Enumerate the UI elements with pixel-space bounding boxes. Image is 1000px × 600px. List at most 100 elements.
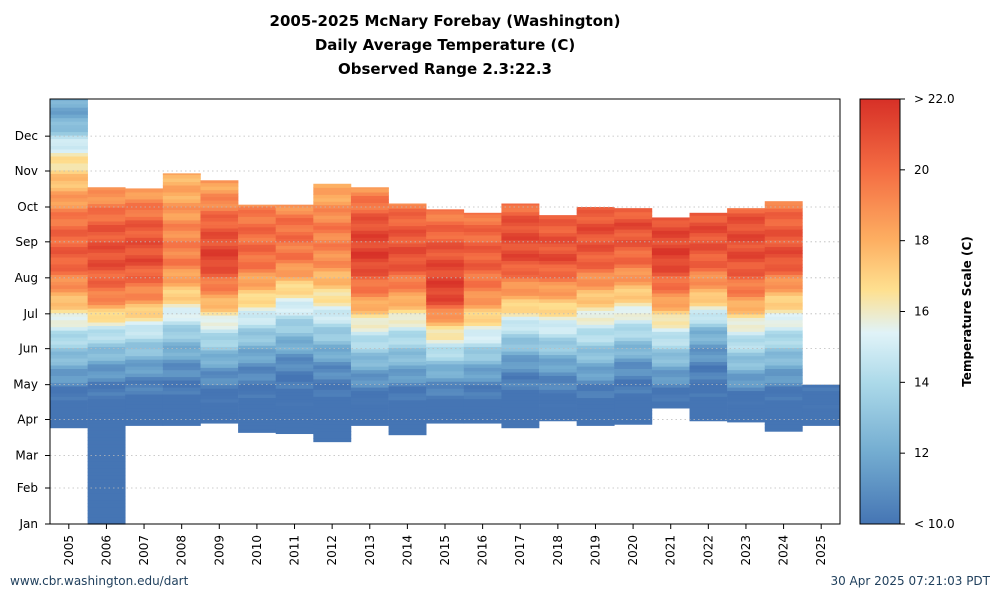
heat-cell — [539, 382, 577, 387]
heat-cell — [350, 310, 389, 315]
heat-cell — [313, 354, 352, 359]
heatmap-cells — [50, 99, 841, 525]
heat-cell — [651, 233, 690, 238]
year-column-2009 — [200, 180, 239, 424]
heat-cell — [463, 276, 502, 281]
heat-cell — [87, 332, 126, 337]
heat-cell — [651, 258, 690, 263]
heat-cell — [275, 311, 314, 316]
heat-cell — [651, 320, 690, 325]
heat-cell — [727, 393, 766, 399]
heat-cell — [87, 234, 126, 239]
heat-cell — [463, 349, 502, 354]
heat-cell — [651, 217, 690, 221]
heat-cell — [238, 223, 277, 228]
heat-cell — [50, 148, 88, 154]
heat-cell — [614, 396, 653, 401]
heat-cell — [350, 345, 389, 350]
heat-cell — [614, 242, 653, 248]
heat-cell — [162, 282, 201, 287]
heat-cell — [200, 308, 239, 313]
heat-cell — [539, 350, 577, 356]
heat-cell — [501, 410, 540, 415]
heat-cell — [87, 321, 126, 327]
heat-cell — [388, 281, 427, 286]
heat-cell — [689, 319, 728, 324]
heat-cell — [689, 225, 728, 230]
heat-cell — [539, 316, 577, 321]
heat-cell — [313, 427, 352, 432]
heat-cell — [764, 218, 803, 223]
heat-cell — [350, 187, 389, 190]
heat-cell — [238, 209, 277, 214]
heat-cell — [50, 295, 88, 300]
heat-cell — [388, 277, 427, 282]
heat-cell — [125, 289, 164, 294]
heat-cell — [87, 412, 126, 417]
heat-cell — [501, 357, 540, 363]
heat-cell — [350, 373, 389, 378]
heat-cell — [651, 237, 690, 242]
heat-cell — [689, 246, 728, 251]
heat-cell — [727, 341, 766, 346]
heat-cell — [576, 292, 615, 298]
heat-cell — [200, 206, 239, 212]
x-tick-label: 2015 — [438, 535, 452, 566]
heat-cell — [501, 368, 540, 373]
heat-cell — [576, 233, 615, 238]
heat-cell — [313, 389, 352, 394]
heat-cell — [651, 265, 690, 270]
heat-cell — [576, 251, 615, 256]
heat-cell — [87, 409, 126, 414]
heat-cell — [576, 272, 615, 277]
heat-cell — [651, 404, 690, 409]
heat-cell — [727, 282, 766, 287]
heat-cell — [50, 218, 88, 223]
heat-cell — [689, 410, 728, 415]
heat-cell — [313, 236, 352, 241]
heat-cell — [463, 217, 502, 222]
heat-cell — [388, 305, 427, 310]
heat-cell — [50, 159, 88, 164]
heat-cell — [501, 333, 540, 338]
heat-cell — [501, 424, 540, 429]
heat-cell — [426, 384, 465, 389]
heat-cell — [539, 357, 577, 363]
heat-cell — [689, 364, 728, 369]
heat-cell — [87, 280, 126, 285]
heat-cell — [614, 354, 653, 359]
heat-cell — [350, 237, 389, 242]
heat-cell — [539, 354, 577, 359]
heat-cell — [50, 124, 88, 129]
heat-cell — [125, 317, 164, 322]
heat-cell — [275, 356, 314, 361]
heat-cell — [350, 272, 389, 277]
heat-cell — [87, 454, 126, 459]
heat-cell — [162, 400, 201, 405]
heat-cell — [539, 309, 577, 314]
heat-cell — [651, 345, 690, 350]
heat-cell — [764, 225, 803, 230]
heat-cell — [162, 292, 201, 298]
heat-cell — [426, 381, 465, 386]
heat-cell — [87, 255, 126, 260]
heat-cell — [539, 215, 577, 220]
heat-cell — [50, 406, 88, 411]
heat-cell — [238, 345, 277, 350]
heat-cell — [50, 176, 88, 181]
heat-cell — [764, 312, 803, 317]
heat-cell — [87, 328, 126, 334]
year-column-2025 — [802, 384, 841, 426]
heat-cell — [50, 211, 88, 216]
heat-cell — [539, 302, 577, 307]
heat-cell — [426, 332, 465, 337]
heat-cell — [350, 390, 389, 395]
heat-cell — [539, 291, 577, 296]
heat-cell — [275, 412, 314, 417]
footer-source-link[interactable]: www.cbr.washington.edu/dart — [10, 574, 189, 588]
heat-cell — [125, 313, 164, 318]
heat-cell — [689, 312, 728, 317]
heat-cell — [614, 406, 653, 411]
heat-cell — [689, 368, 728, 373]
heat-cell — [275, 234, 314, 239]
